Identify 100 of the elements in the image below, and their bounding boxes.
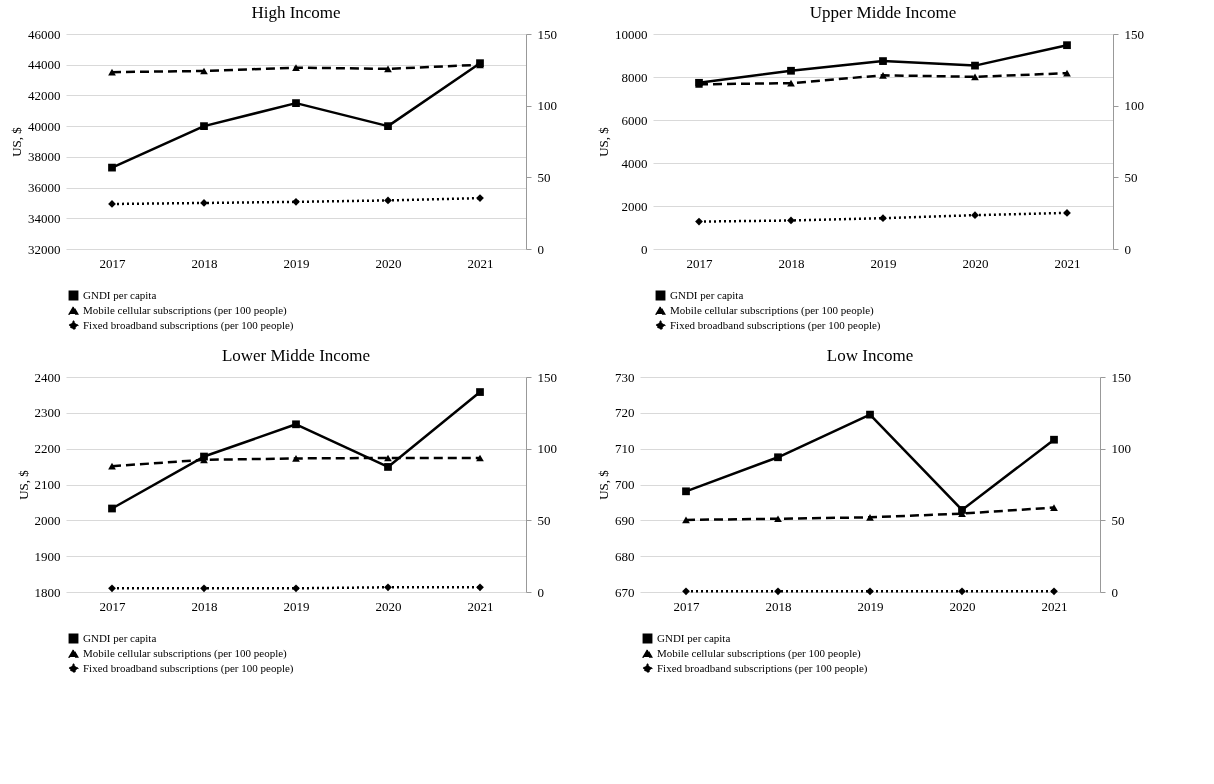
y2-tick-label: 0 xyxy=(1111,584,1118,600)
point xyxy=(695,217,703,226)
point xyxy=(682,516,690,524)
point xyxy=(774,587,782,596)
y-tick-label: 10000 xyxy=(615,26,648,42)
y2-tick-label: 50 xyxy=(537,512,551,528)
y2-tick-label: 50 xyxy=(1111,512,1125,528)
x-tick-label: 2019 xyxy=(870,255,897,271)
y-tick-label: 710 xyxy=(615,441,635,457)
legend-label: Fixed broadband subscriptions (per 100 people) xyxy=(83,318,294,332)
point xyxy=(384,196,392,205)
y-tick-label: 690 xyxy=(615,512,635,528)
y2-tick-label: 100 xyxy=(537,441,557,457)
point xyxy=(1050,587,1058,596)
y-tick-label: 2300 xyxy=(34,405,61,421)
point xyxy=(384,583,392,592)
y-tick-label: 2100 xyxy=(34,477,61,492)
point xyxy=(879,214,887,223)
y2-tick-label: 0 xyxy=(537,584,544,600)
y-tick-label: 34000 xyxy=(28,210,61,226)
point xyxy=(1050,504,1058,511)
point xyxy=(682,587,690,596)
point xyxy=(200,67,208,75)
legend-label: Fixed broadband subscriptions (per 100 people) xyxy=(83,661,294,675)
x-tick-label: 2021 xyxy=(1054,255,1081,271)
point xyxy=(866,587,874,596)
y-tick-label: 32000 xyxy=(28,241,61,257)
x-tick-label: 2018 xyxy=(191,598,218,614)
point xyxy=(476,388,484,396)
point xyxy=(866,513,874,521)
x-tick-label: 2019 xyxy=(857,598,884,614)
y-tick-label: 1800 xyxy=(34,584,61,600)
x-tick-label: 2019 xyxy=(283,598,310,614)
point xyxy=(971,61,979,70)
chart-title: High Income xyxy=(251,3,341,22)
legend-label: Mobile cellular subscriptions (per 100 people) xyxy=(83,646,288,660)
y-tick-label: 4000 xyxy=(621,155,648,171)
y-tick-label: 670 xyxy=(615,584,635,600)
point xyxy=(787,216,795,225)
legend-label: GNDI per capita xyxy=(83,288,157,301)
point xyxy=(787,66,795,75)
y2-tick-label: 150 xyxy=(537,369,557,385)
x-tick-label: 2018 xyxy=(778,255,805,271)
x-tick-label: 2021 xyxy=(1041,598,1068,614)
point xyxy=(971,73,979,81)
point xyxy=(682,487,690,496)
point xyxy=(292,455,300,462)
x-tick-label: 2021 xyxy=(467,255,494,271)
y2-tick-label: 100 xyxy=(1124,98,1144,114)
legend-label: Fixed broadband subscriptions (per 100 people) xyxy=(670,318,881,332)
point xyxy=(108,504,116,513)
chart-title: Low Income xyxy=(826,346,914,365)
point xyxy=(108,163,116,172)
point xyxy=(200,584,208,593)
point xyxy=(384,122,392,131)
point xyxy=(866,410,874,419)
point xyxy=(292,99,300,107)
y-tick-label: 44000 xyxy=(28,57,61,73)
y2-tick-label: 100 xyxy=(1111,441,1131,457)
y2-tick-label: 0 xyxy=(537,241,544,257)
chart-title: Upper Midde Income xyxy=(809,3,957,22)
y-tick-label: 700 xyxy=(615,477,635,492)
y-axis-title: US, $ xyxy=(596,126,611,157)
y-tick-label: 730 xyxy=(615,369,635,385)
y2-tick-label: 100 xyxy=(537,98,557,114)
y2-tick-label: 150 xyxy=(1111,369,1131,385)
legend-label: GNDI per capita xyxy=(83,631,157,644)
y-axis-title: US, $ xyxy=(596,469,611,500)
y2-tick-label: 0 xyxy=(1124,241,1131,257)
legend-label: GNDI per capita xyxy=(657,631,731,644)
y2-tick-label: 150 xyxy=(1124,26,1144,42)
x-tick-label: 2020 xyxy=(949,598,976,614)
legend-label: Mobile cellular subscriptions (per 100 people) xyxy=(83,303,288,317)
point xyxy=(384,463,392,471)
legend-label: GNDI per capita xyxy=(670,288,744,301)
y-tick-label: 42000 xyxy=(28,87,61,103)
point xyxy=(1050,435,1058,444)
point xyxy=(384,454,392,462)
y-tick-label: 8000 xyxy=(621,69,648,85)
x-tick-label: 2017 xyxy=(673,598,700,614)
point xyxy=(476,454,484,462)
y2-tick-label: 150 xyxy=(537,26,557,42)
point xyxy=(958,587,966,596)
y-tick-label: 680 xyxy=(615,548,635,564)
point xyxy=(787,79,795,87)
x-tick-label: 2017 xyxy=(99,598,126,614)
y-tick-label: 2000 xyxy=(34,512,61,528)
point xyxy=(879,71,887,79)
y-tick-label: 40000 xyxy=(28,118,61,134)
point xyxy=(879,57,887,65)
y2-tick-label: 50 xyxy=(537,169,551,185)
x-tick-label: 2018 xyxy=(765,598,792,614)
x-tick-label: 2020 xyxy=(375,598,402,614)
y-tick-label: 2400 xyxy=(34,369,61,385)
y-tick-label: 36000 xyxy=(28,180,61,196)
y-tick-label: 720 xyxy=(615,405,635,421)
y2-tick-label: 50 xyxy=(1124,169,1138,185)
point xyxy=(292,584,300,593)
point xyxy=(971,211,979,220)
legend-label: Fixed broadband subscriptions (per 100 people) xyxy=(657,661,868,675)
